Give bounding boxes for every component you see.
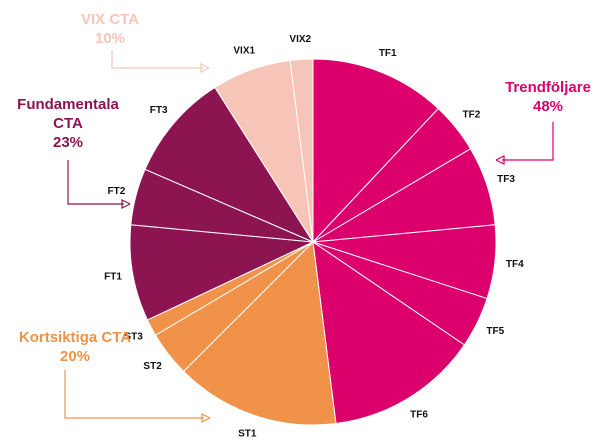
- slice-label: TF5: [486, 326, 504, 337]
- group-label: CTA: [53, 115, 83, 132]
- group-label: Trendföljare: [505, 79, 591, 96]
- group-label: Kortsiktiga CTA: [19, 329, 131, 346]
- group-label: 23%: [53, 134, 83, 151]
- arrow: [67, 160, 124, 205]
- arrow: [495, 155, 505, 165]
- slice-label: TF6: [410, 410, 428, 421]
- slice-label: TF1: [379, 48, 397, 59]
- pie-slice: [312, 58, 439, 244]
- slice-label: TF4: [506, 259, 524, 270]
- slice-label: FT2: [107, 186, 125, 197]
- slice-label: VIX2: [289, 34, 311, 45]
- slice-label: FT3: [150, 105, 168, 116]
- group-label: 20%: [60, 348, 90, 365]
- slice-label: FT1: [104, 272, 122, 283]
- group-label: VIX CTA: [81, 11, 139, 28]
- group-label: Fundamentala: [17, 96, 119, 113]
- pie-slice: [144, 86, 315, 244]
- arrow: [64, 370, 204, 419]
- slice-label: VIX1: [233, 46, 255, 57]
- pie-slice: [182, 240, 337, 426]
- arrow: [201, 413, 211, 423]
- arrow: [200, 63, 210, 73]
- slice-label: TF3: [497, 174, 515, 185]
- slice-label: ST1: [238, 429, 257, 440]
- pie-slice: [289, 58, 314, 243]
- slice-label: TF2: [463, 110, 481, 121]
- arrow: [121, 199, 131, 209]
- pie-slice: [312, 240, 466, 425]
- pie-slice: [129, 224, 315, 321]
- slice-label: ST2: [143, 361, 162, 372]
- group-label: 48%: [533, 98, 563, 115]
- group-label: 10%: [95, 30, 125, 47]
- arrow: [111, 50, 203, 69]
- slice-label: ST3: [124, 332, 143, 343]
- arrow: [502, 122, 554, 161]
